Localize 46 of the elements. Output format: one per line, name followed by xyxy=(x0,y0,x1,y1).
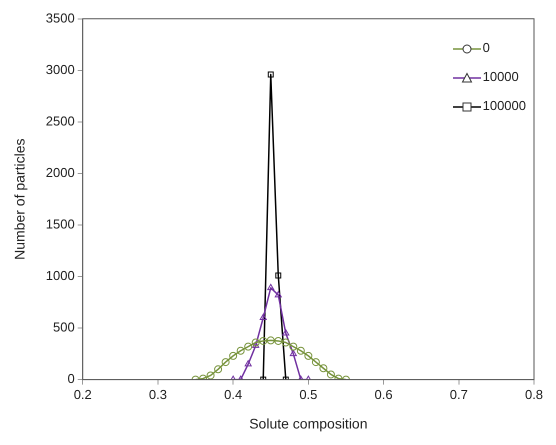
point xyxy=(274,291,282,298)
point xyxy=(267,284,274,290)
y-tick-label: 2000 xyxy=(46,165,75,180)
point xyxy=(268,71,274,78)
point xyxy=(326,370,335,378)
point xyxy=(252,338,260,346)
point xyxy=(252,342,260,348)
point xyxy=(260,314,267,320)
x-tick-label: 0.6 xyxy=(374,386,393,402)
point xyxy=(206,371,215,380)
x-axis-title: Solute composition xyxy=(249,415,368,432)
point xyxy=(236,346,245,355)
point xyxy=(290,350,297,356)
point xyxy=(312,358,320,366)
point xyxy=(259,336,268,345)
x-tick-label: 0.3 xyxy=(148,386,167,402)
point xyxy=(266,336,275,344)
point xyxy=(214,365,222,374)
x-tick-label: 0.5 xyxy=(299,386,318,402)
y-tick-label: 500 xyxy=(53,320,75,335)
legend-label: 100000 xyxy=(482,98,526,113)
x-tick-label: 0.8 xyxy=(524,386,544,402)
point xyxy=(244,342,252,351)
point xyxy=(282,338,290,346)
y-tick-label: 3000 xyxy=(46,62,75,77)
point xyxy=(296,346,305,355)
legend-label: 0 xyxy=(482,40,490,55)
y-tick-label: 2500 xyxy=(46,113,75,128)
x-tick-label: 0.7 xyxy=(450,386,468,402)
x-tick-label: 0.4 xyxy=(224,386,242,402)
point xyxy=(282,329,290,336)
point xyxy=(304,352,312,360)
point xyxy=(222,358,230,366)
y-tick-label: 3500 xyxy=(46,10,75,26)
point xyxy=(275,272,282,278)
y-tick-label: 0 xyxy=(67,371,75,386)
legend-label: 10000 xyxy=(482,69,519,84)
point xyxy=(289,342,298,351)
y-axis-title: Number of particles xyxy=(11,138,28,260)
x-tick-label: 0.2 xyxy=(74,386,92,402)
point xyxy=(319,364,328,372)
y-tick-label: 1500 xyxy=(46,216,75,232)
point xyxy=(244,360,252,366)
point xyxy=(274,336,282,345)
y-tick-label: 1000 xyxy=(46,268,75,284)
point xyxy=(229,352,238,360)
